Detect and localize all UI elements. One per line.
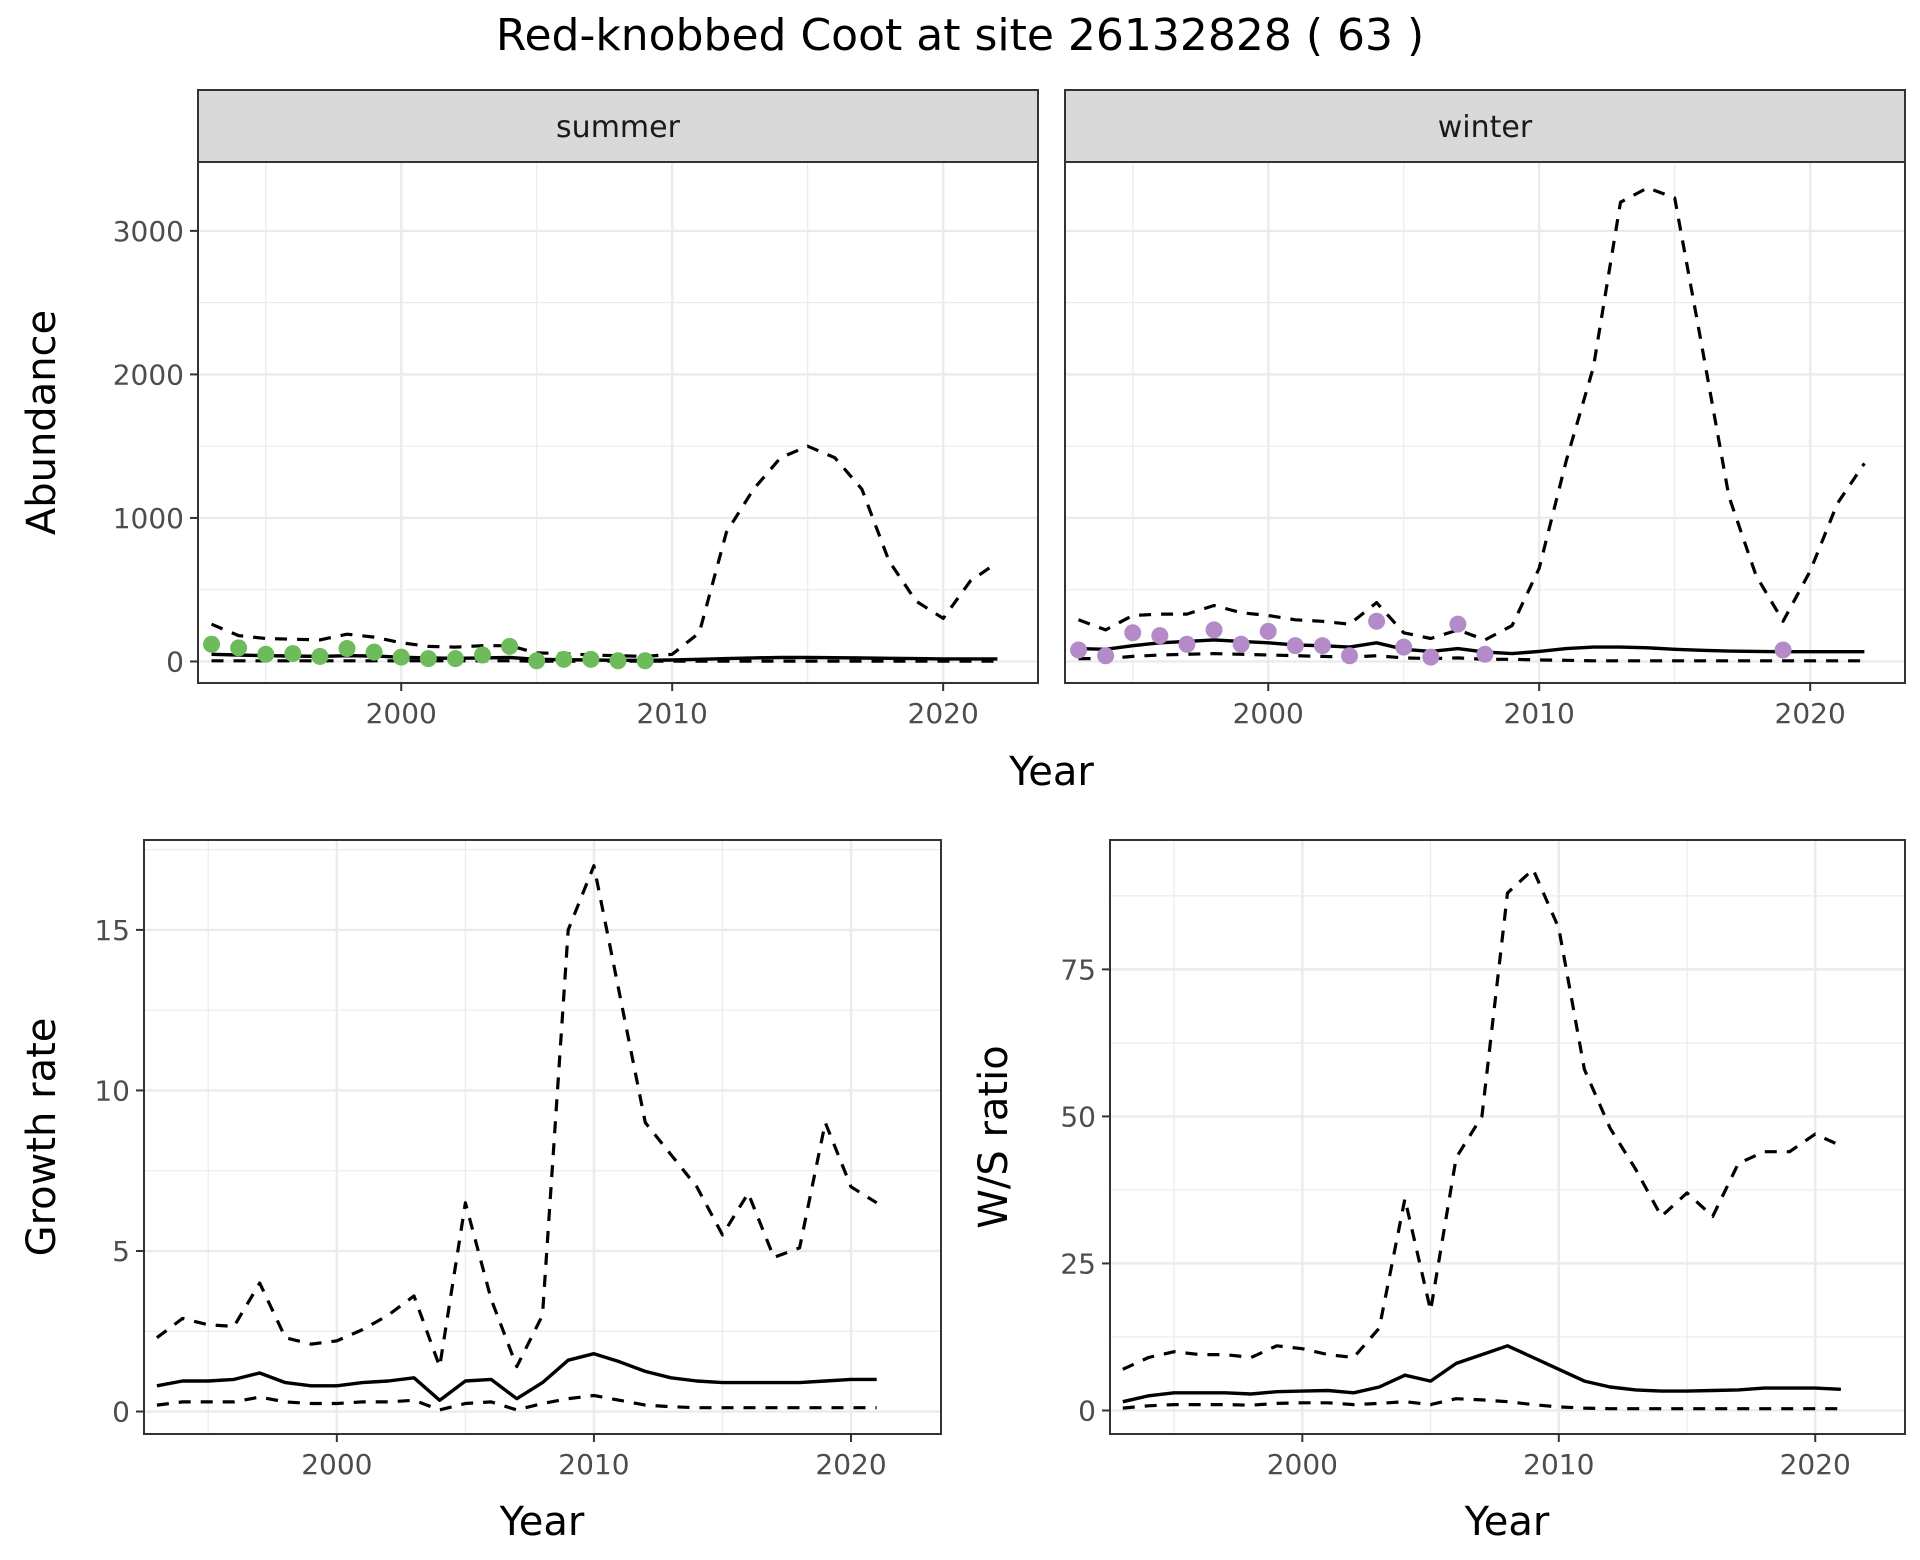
growth-y-tick-label: 0 [112, 1396, 130, 1429]
abundance-y-tick-label: 1000 [113, 502, 184, 535]
abundance-winter-observed-point [1341, 647, 1359, 665]
abundance-chart: summer 2000 2010 2020 0 1000 2000 3000 winter 200… [19, 89, 1906, 795]
panel-background [1110, 840, 1905, 1434]
abundance-summer-observed-point [446, 650, 464, 668]
abundance-summer-observed-point [257, 645, 275, 663]
abundance-x-axis-title: Year [1008, 749, 1094, 795]
panel-background [144, 840, 941, 1434]
abundance-winter-observed-point [1205, 621, 1223, 639]
ratio-lower-bound-line [1122, 1397, 1841, 1411]
abundance-summer-observed-point [555, 650, 573, 668]
growth-y-tick-label: 5 [112, 1235, 130, 1268]
growth-x-tick-label: 2010 [558, 1448, 629, 1481]
abundance-winter-observed-point [1259, 622, 1277, 640]
abundance-summer-upper-bound-line [210, 444, 999, 658]
abundance-summer-observed-point [609, 652, 627, 670]
abundance-winter-mean-line [1078, 638, 1865, 656]
abundance-winter-observed-point [1774, 641, 1792, 659]
abundance-summer-observed-point [338, 640, 356, 658]
ratio-y-tick-label: 50 [1060, 1100, 1096, 1133]
abundance-summer-x-tick-label: 2000 [366, 697, 437, 730]
abundance-summer-observed-point [203, 635, 221, 653]
abundance-winter-observed-point [1368, 612, 1386, 630]
abundance-winter-observed-point [1178, 635, 1196, 653]
panel-background [198, 162, 1038, 683]
abundance-summer-observed-point [311, 647, 329, 665]
abundance-summer-observed-point [230, 639, 248, 657]
abundance-panel-summer: summer 2000 2010 2020 0 1000 2000 3000 [113, 89, 1039, 730]
abundance-y-axis-title: Abundance [19, 310, 65, 535]
growth-y-tick-label: 15 [94, 914, 130, 947]
ratio-x-tick-label: 2010 [1523, 1448, 1594, 1481]
abundance-winter-observed-point [1395, 638, 1413, 656]
ratio-y-tick-label: 75 [1060, 953, 1096, 986]
abundance-panel-winter: winter 2000 2010 2020 [1064, 89, 1906, 730]
abundance-winter-facet-strip [1064, 89, 1906, 163]
abundance-winter-x-tick-label: 2020 [1775, 697, 1846, 730]
growth-lower-bound-line [156, 1393, 877, 1412]
ratio-x-tick-label: 2020 [1780, 1448, 1851, 1481]
growth-y-tick-label: 10 [94, 1074, 130, 1107]
abundance-winter-observed-point [1286, 637, 1304, 655]
growth-x-axis-title: Year [499, 1499, 585, 1545]
abundance-summer-x-tick-label: 2010 [637, 697, 708, 730]
abundance-winter-observed-point [1313, 637, 1331, 655]
growth-x-tick-label: 2000 [301, 1448, 372, 1481]
ratio-mean-line [1122, 1344, 1841, 1404]
ratio-panel-border [1109, 839, 1906, 1435]
abundance-summer-observed-point [284, 645, 302, 663]
growth-mean-line [156, 1352, 877, 1402]
abundance-summer-facet-strip [197, 89, 1039, 163]
growth-upper-bound-line [155, 864, 878, 1369]
growth-panel-border [143, 839, 942, 1435]
abundance-summer-observed-point [392, 648, 410, 666]
abundance-winter-observed-point [1151, 627, 1169, 645]
abundance-y-tick-label: 2000 [113, 358, 184, 391]
abundance-winter-observed-point [1422, 648, 1440, 666]
abundance-winter-observed-point [1232, 635, 1250, 653]
ratio-y-axis-title: W/S ratio [971, 1045, 1017, 1228]
abundance-facet-label-winter: winter [1438, 110, 1533, 145]
abundance-summer-observed-point [365, 643, 383, 661]
abundance-winter-observed-point [1097, 647, 1115, 665]
abundance-summer-x-tick-label: 2020 [908, 697, 979, 730]
abundance-winter-upper-bound-line [1077, 186, 1866, 642]
abundance-winter-observed-point [1476, 645, 1494, 663]
abundance-facet-label-summer: summer [556, 110, 681, 145]
ratio-x-axis-title: Year [1464, 1499, 1550, 1545]
growth-y-axis-title: Growth rate [19, 1018, 65, 1257]
ratio-x-tick-label: 2000 [1267, 1448, 1338, 1481]
ratio-upper-bound-line [1122, 867, 1842, 1371]
abundance-winter-observed-point [1070, 641, 1088, 659]
abundance-summer-observed-point [582, 650, 600, 668]
growth-chart: 2000 2010 2020 0 5 10 15 Year Growth rate [19, 839, 942, 1545]
abundance-winter-observed-point [1449, 615, 1467, 633]
figure-title: Red-knobbed Coot at site 26132828 ( 63 ) [496, 10, 1424, 61]
abundance-summer-observed-point [419, 650, 437, 668]
ratio-y-tick-label: 25 [1060, 1247, 1096, 1280]
abundance-summer-observed-point [474, 646, 492, 664]
growth-x-tick-label: 2020 [815, 1448, 886, 1481]
panel-background [1065, 162, 1905, 683]
abundance-summer-observed-point [501, 637, 519, 655]
abundance-summer-mean-line [211, 652, 998, 662]
abundance-winter-x-tick-label: 2000 [1233, 697, 1304, 730]
abundance-summer-observed-point [636, 652, 654, 670]
abundance-winter-x-tick-label: 2010 [1504, 697, 1575, 730]
abundance-y-tick-label: 3000 [113, 215, 184, 248]
ratio-y-tick-label: 0 [1078, 1394, 1096, 1427]
ratio-chart: 2000 2010 2020 0 25 50 75 Year W/S ratio [971, 839, 1906, 1545]
abundance-winter-observed-point [1124, 624, 1142, 642]
abundance-y-tick-label: 0 [166, 645, 184, 678]
abundance-summer-observed-point [528, 652, 546, 670]
